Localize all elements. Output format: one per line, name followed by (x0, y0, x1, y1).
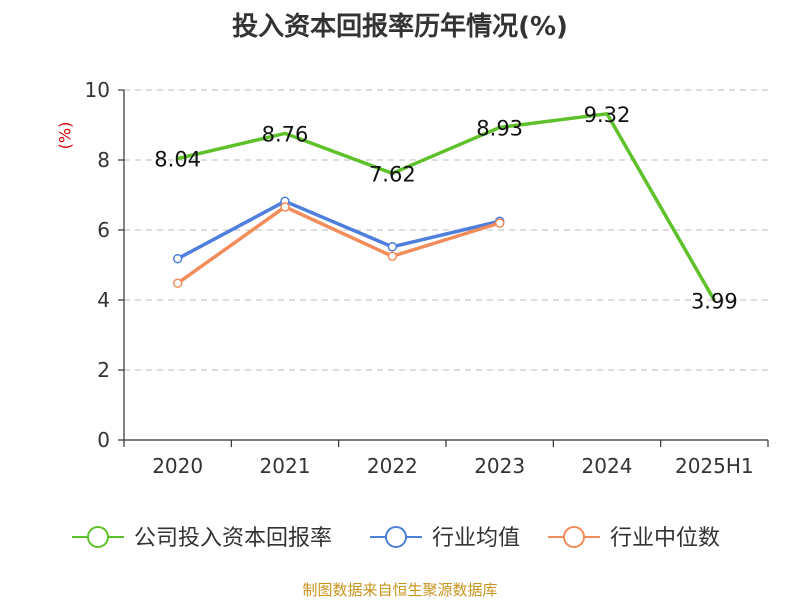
legend-item: 行业中位数 (548, 526, 720, 551)
legend-marker (385, 526, 407, 548)
series-point (387, 251, 398, 261)
data-label: 8.04 (154, 148, 201, 172)
x-tick-label: 2024 (582, 454, 633, 478)
y-tick-label: 4 (97, 288, 110, 312)
data-label: 8.93 (476, 116, 523, 140)
y-tick-label: 10 (85, 78, 110, 102)
series-lines (172, 112, 716, 302)
x-tick-label: 2023 (474, 454, 525, 478)
series-point (494, 218, 505, 228)
x-tick-label: 2021 (260, 454, 311, 478)
series-line-0 (177, 112, 716, 302)
legend-item: 行业均值 (370, 526, 520, 551)
data-label: 3.99 (691, 289, 738, 313)
data-labels: 8.04 8.76 7.62 8.93 9.32 3.99 (154, 103, 737, 314)
data-label: 9.32 (584, 103, 631, 127)
y-tick-label: 2 (97, 358, 110, 382)
series-point (387, 242, 398, 252)
data-label: 8.76 (262, 122, 309, 146)
gridlines (124, 89, 768, 371)
y-tick-label: 6 (97, 218, 110, 242)
x-tick-label: 2020 (152, 454, 203, 478)
legend-marker (563, 526, 585, 548)
series-line-1 (176, 199, 501, 261)
x-tick-label: 2022 (367, 454, 418, 478)
y-tick-label: 0 (97, 428, 110, 452)
series-point (280, 202, 290, 212)
x-tick-label: 2025H1 (675, 454, 754, 478)
source-note: 制图数据来自恒生聚源数据库 (302, 581, 498, 599)
legend-label: 行业中位数 (610, 526, 720, 551)
series-point (172, 278, 183, 288)
legend-label: 行业均值 (432, 526, 520, 551)
data-label: 7.62 (369, 162, 416, 186)
series-point (172, 253, 183, 264)
legend-marker (87, 526, 109, 548)
series-line-2 (176, 205, 501, 285)
legend: 公司投入资本回报率 行业均值 行业中位数 (72, 526, 720, 551)
axes: 0 2 4 6 8 10 2020 2021 2022 2023 2024 2025H1 (85, 78, 769, 478)
y-tick-label: 8 (97, 148, 110, 172)
legend-label: 公司投入资本回报率 (134, 526, 332, 551)
legend-item: 公司投入资本回报率 (72, 526, 332, 551)
chart-title: 投入资本回报率历年情况(%) (232, 12, 568, 42)
